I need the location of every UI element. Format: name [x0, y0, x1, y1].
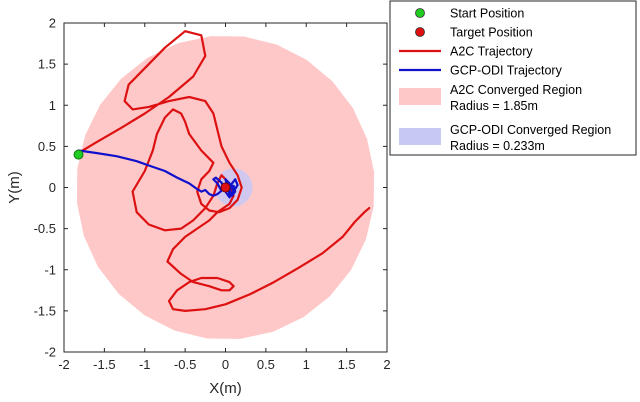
legend-icon-a2c_region [399, 88, 441, 105]
legend-icon-target [415, 27, 425, 37]
plot-area [73, 30, 375, 339]
axes: -2 -1.5 -1 -0.5 0 0.5 1 1.5 2 2 1.5 1 0.5 0 -0.5 -1 -1.5… [34, 16, 391, 373]
legend-sublabel: Radius = 0.233m [450, 139, 545, 153]
x-tick-label: -0.5 [174, 357, 196, 372]
y-tick-label: 0 [49, 180, 56, 195]
x-tick-label: -1 [139, 357, 151, 372]
a2c-trajectory-line [77, 30, 371, 312]
y-tick-label: 1 [49, 98, 56, 113]
gcp-odi-trajectory-line [77, 149, 239, 199]
legend-label: A2C Trajectory [450, 45, 533, 59]
y-tick-label: 1.5 [38, 57, 56, 72]
y-tick-label: -1 [44, 262, 56, 277]
legend-label: Target Position [450, 26, 533, 40]
x-tick-label: 0 [222, 357, 229, 372]
start-position-marker [73, 149, 84, 160]
x-tick-label: -2 [58, 357, 70, 372]
legend-icon-start [415, 8, 425, 18]
y-axis-label: Y(m) [6, 171, 23, 204]
legend-label: GCP-ODI Trajectory [450, 64, 563, 78]
y-tick-label: -1.5 [34, 303, 56, 318]
y-tick-label: 0.5 [38, 139, 56, 154]
x-tick-label: -1.5 [93, 357, 115, 372]
legend-label: GCP-ODI Converged Region [450, 123, 611, 137]
y-tick-label: -0.5 [34, 221, 56, 236]
legend-icon-gcp_region [399, 128, 441, 145]
y-tick-label: -2 [44, 345, 56, 360]
legend-label: A2C Converged Region [450, 83, 582, 97]
legend: Start Position Target Position A2C Traject… [389, 0, 637, 156]
x-tick-label: 1 [303, 357, 310, 372]
x-tick-label: 1.5 [338, 357, 356, 372]
x-tick-label: 2 [383, 357, 390, 372]
legend-sublabel: Radius = 1.85m [450, 99, 538, 113]
x-tick-label: 0.5 [257, 357, 275, 372]
legend-label: Start Position [450, 7, 524, 21]
y-tick-label: 2 [49, 16, 56, 31]
target-position-marker [220, 182, 231, 193]
x-axis-label: X(m) [209, 380, 242, 397]
